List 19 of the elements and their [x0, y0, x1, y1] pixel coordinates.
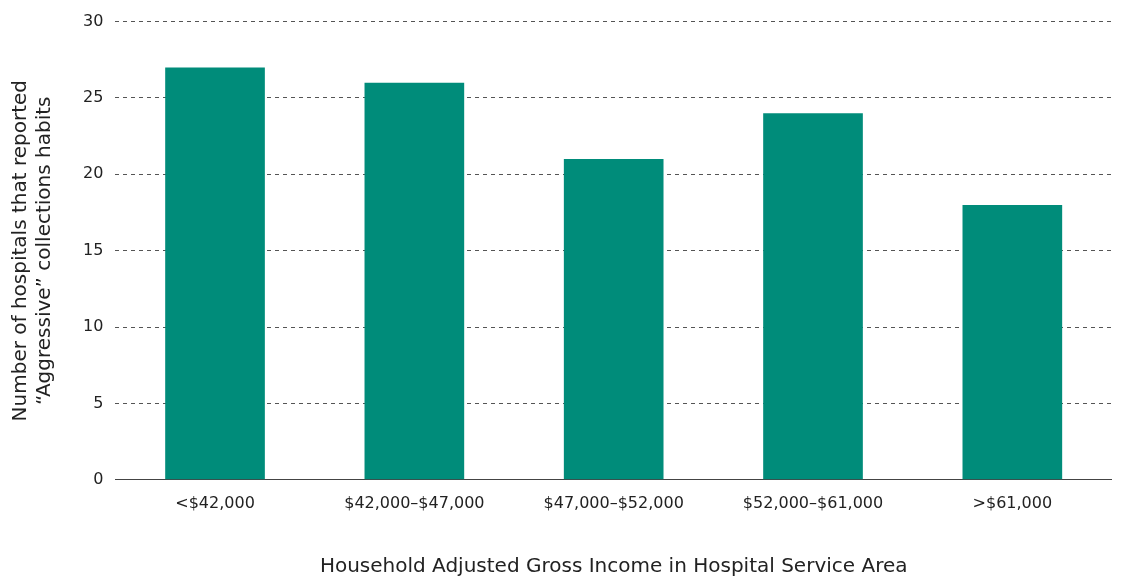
y-tick-label: 20: [83, 163, 104, 183]
bar: [563, 159, 664, 480]
x-tick-label: $42,000–$47,000: [344, 492, 485, 512]
y-tick-label: 10: [83, 316, 104, 336]
x-tick-label: >$61,000: [972, 492, 1053, 512]
x-tick-label: <$42,000: [175, 492, 255, 512]
y-tick-label: 25: [83, 87, 104, 107]
bar: [165, 67, 265, 480]
x-axis-title: Household Adjusted Gross Income in Hospital Service Area: [319, 553, 908, 578]
bar: [962, 204, 1063, 480]
x-tick-label: $52,000–$61,000: [742, 492, 884, 512]
y-tick-label: 0: [93, 468, 104, 488]
bar: [364, 82, 465, 480]
x-tick-label: $47,000–$52,000: [543, 492, 684, 512]
y-tick-label: 5: [93, 392, 104, 412]
bar: [763, 113, 863, 480]
y-tick-label: 30: [83, 10, 104, 30]
y-tick-label: 15: [83, 239, 104, 259]
y-axis-title: Number of hospitals that reported “Aggressive” collections habits: [7, 80, 56, 422]
